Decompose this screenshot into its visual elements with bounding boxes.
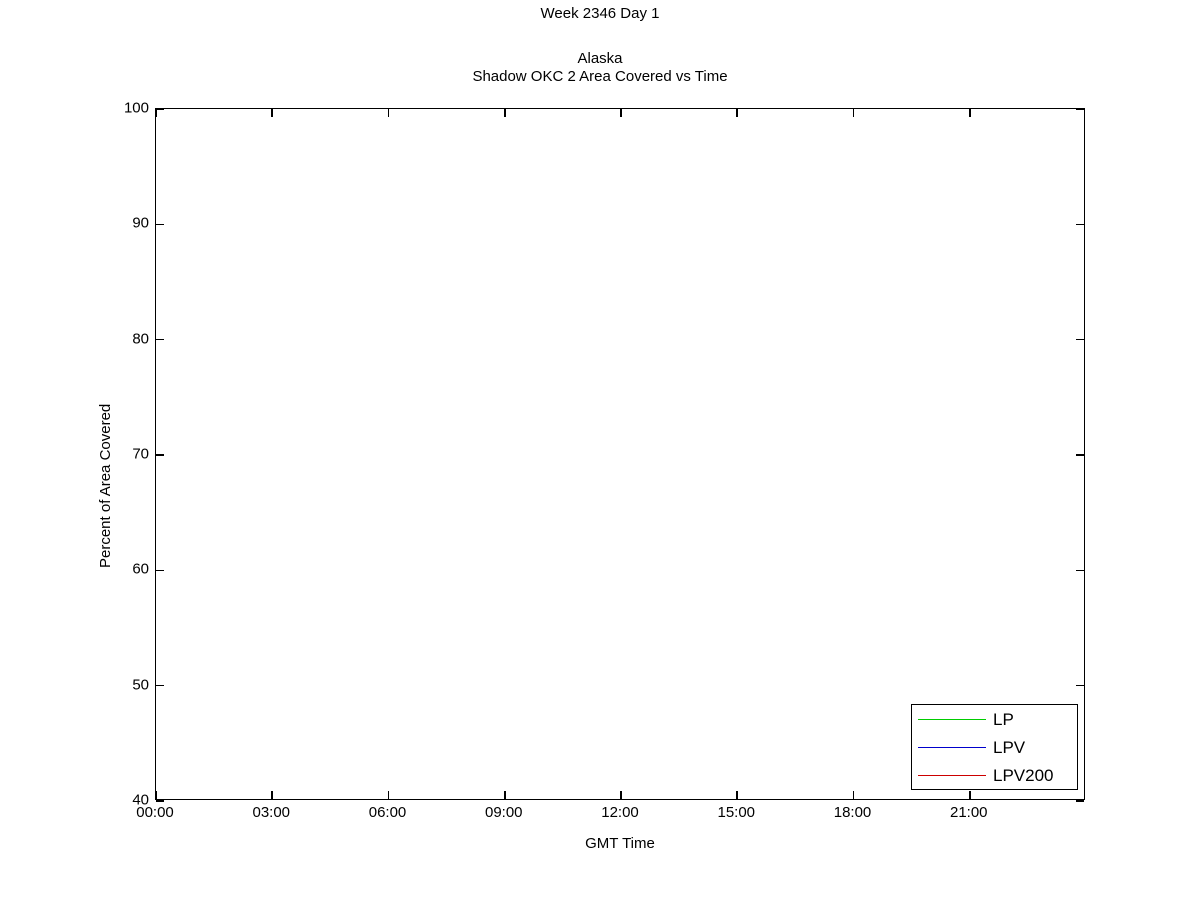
x-tick-label: 12:00 <box>601 804 639 821</box>
x-tick-label: 15:00 <box>717 804 756 821</box>
x-tick-bottom <box>155 791 157 799</box>
y-tick-right <box>1076 800 1084 802</box>
y-tick-right <box>1076 108 1084 110</box>
y-tick-label: 50 <box>132 676 149 694</box>
y-tick-left <box>156 454 164 456</box>
y-tick-right <box>1076 223 1084 226</box>
x-tick-bottom <box>852 791 855 799</box>
x-tick-bottom <box>968 791 971 799</box>
y-tick-right <box>1076 684 1084 687</box>
legend-label: LP <box>993 709 1014 729</box>
x-tick-top <box>852 109 855 117</box>
x-tick-top <box>503 109 506 117</box>
x-tick-top <box>155 109 157 117</box>
x-tick-top <box>736 109 739 117</box>
figure-header: Week 2346 Day 1 <box>540 5 660 22</box>
x-tick-bottom <box>271 791 274 799</box>
y-tick-left <box>156 569 164 572</box>
chart-subtitle: Shadow OKC 2 Area Covered vs Time <box>472 68 728 85</box>
x-tick-label: 09:00 <box>484 804 523 821</box>
y-tick-left <box>156 338 164 341</box>
y-tick-left <box>156 108 164 110</box>
x-tick-bottom <box>620 791 622 799</box>
y-axis-label: Percent of Area Covered <box>97 403 114 568</box>
x-tick-bottom <box>387 791 390 799</box>
x-tick-label: 06:00 <box>368 804 407 821</box>
chart-title: Alaska <box>577 50 623 67</box>
x-tick-bottom <box>503 791 506 799</box>
x-axis-label: GMT Time <box>585 835 655 852</box>
chart-title-block: Alaska Shadow OKC 2 Area Covered vs Time <box>0 50 1200 86</box>
legend-line-swatch-lp <box>918 718 986 720</box>
y-tick-label: 90 <box>132 214 149 232</box>
y-tick-right <box>1076 569 1084 572</box>
data-series-layer <box>156 109 1086 801</box>
x-tick-label: 03:00 <box>252 804 291 821</box>
y-tick-label: 100 <box>123 99 149 117</box>
x-tick-top <box>968 109 971 117</box>
y-tick-label: 80 <box>132 330 149 348</box>
y-tick-label: 70 <box>132 445 149 463</box>
y-tick-left <box>156 800 164 802</box>
legend: LP LPV LPV200 <box>911 704 1078 790</box>
legend-item-lpv200[interactable]: LPV200 <box>912 761 1077 789</box>
plot-area <box>155 108 1086 802</box>
legend-label: LPV200 <box>993 765 1054 785</box>
y-tick-right <box>1076 454 1084 456</box>
x-tick-label: 21:00 <box>949 804 988 821</box>
legend-item-lpv[interactable]: LPV <box>912 733 1077 761</box>
x-tick-top <box>620 109 622 117</box>
x-tick-bottom <box>736 791 739 799</box>
legend-line-swatch-lpv <box>918 746 986 748</box>
x-tick-label: 00:00 <box>136 804 174 821</box>
y-tick-label: 40 <box>132 791 149 809</box>
x-tick-top <box>387 109 390 117</box>
legend-line-swatch-lpv200 <box>918 774 986 776</box>
x-tick-label: 18:00 <box>833 804 872 821</box>
y-tick-left <box>156 684 164 687</box>
legend-label: LPV <box>993 737 1026 757</box>
legend-item-lp[interactable]: LP <box>912 705 1077 733</box>
y-tick-right <box>1076 338 1084 341</box>
y-tick-label: 60 <box>132 560 149 578</box>
x-tick-top <box>271 109 274 117</box>
y-tick-left <box>156 223 164 226</box>
